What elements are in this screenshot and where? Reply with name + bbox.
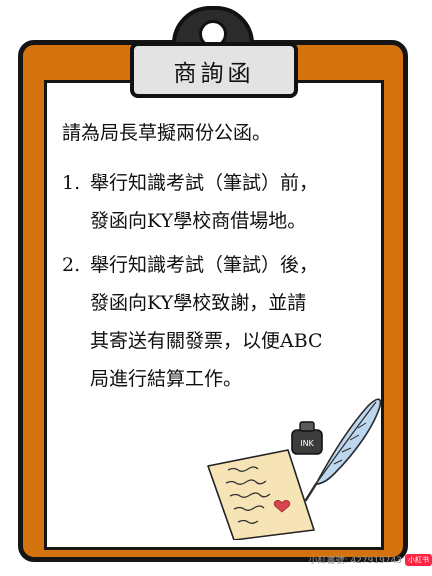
list-item-number: 2. — [62, 254, 81, 276]
clip-title: 商詢函 — [173, 61, 255, 87]
list-item-line: 其寄送有關發票，以便ABC — [90, 330, 323, 352]
watermark-text: 小紅書號: 427919743 — [308, 556, 402, 566]
heart-icon — [273, 500, 291, 513]
list-item-text: 舉行知識考試（筆試）後， 發函向KY學校致謝，並請 其寄送有關發票，以便ABC … — [90, 246, 323, 398]
list-item-line: 發函向KY學校商借場地。 — [90, 210, 307, 232]
list-item: 2. 舉行知識考試（筆試）後， 發函向KY學校致謝，並請 其寄送有關發票，以便A… — [62, 246, 378, 398]
letter-paper-icon — [207, 449, 315, 540]
list-item-line: 局進行結算工作。 — [90, 368, 243, 390]
list-item-number: 1. — [62, 172, 81, 194]
letter-content: 請為局長草擬兩份公函。 1. 舉行知識考試（筆試）前， 發函向KY學校商借場地。… — [62, 108, 378, 404]
list-item-line: 舉行知識考試（筆試）前， — [90, 172, 319, 194]
list-item-line: 發函向KY學校致謝，並請 — [90, 292, 307, 314]
letter-intro: 請為局長草擬兩份公函。 — [62, 122, 272, 144]
list-item-text: 舉行知識考試（筆試）前， 發函向KY學校商借場地。 — [90, 164, 318, 240]
watermark-logo-icon: 小紅书 — [405, 553, 432, 566]
watermark: 小紅書號: 427919743 小紅书 — [309, 553, 432, 566]
list-item: 1. 舉行知識考試（筆試）前， 發函向KY學校商借場地。 — [62, 164, 378, 240]
ink-bottle-icon: INK — [291, 421, 323, 455]
quill-letter-illustration: INK — [207, 398, 382, 540]
quill-feather-icon — [304, 398, 382, 502]
list-item-line: 舉行知識考試（筆試）後， — [90, 254, 319, 276]
ink-label: INK — [300, 439, 314, 448]
clip-plate: 商詢函 — [130, 42, 298, 98]
